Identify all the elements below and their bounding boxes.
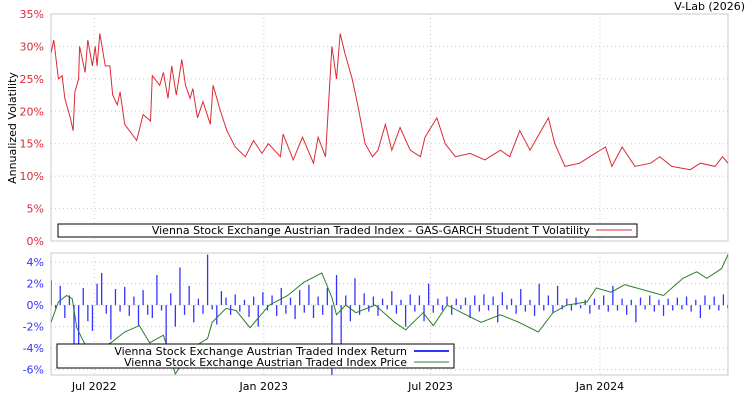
x-tick-label: Jan 2023: [239, 380, 288, 393]
y-tick-label: 0%: [27, 299, 44, 312]
y-tick-label: 4%: [27, 256, 44, 269]
legend-price-label: Vienna Stock Exchange Austrian Traded In…: [124, 356, 407, 369]
return-bars: [51, 254, 728, 375]
top-y-ticks: 0% 5% 10% 15% 20% 25% 30% 35%: [20, 8, 44, 248]
price-line: [51, 254, 728, 375]
bottom-legend: Vienna Stock Exchange Austrian Traded In…: [56, 343, 455, 369]
x-tick-label: Jul 2022: [71, 380, 117, 393]
bottom-plot-frame: [50, 252, 729, 376]
y-tick-label: 25%: [20, 73, 44, 86]
top-grid: [51, 14, 728, 241]
y-tick-label: 0%: [27, 235, 44, 248]
top-legend: Vienna Stock Exchange Austrian Traded In…: [57, 223, 638, 238]
y-tick-label: 2%: [27, 278, 44, 291]
y-tick-label: 15%: [20, 138, 44, 151]
source-label: V-Lab (2026): [674, 0, 745, 13]
bottom-grid: [51, 253, 728, 375]
y-tick-label: 20%: [20, 105, 44, 118]
y-tick-label: -6%: [23, 364, 44, 377]
y-tick-label: 5%: [27, 203, 44, 216]
y-axis-label: Annualized Volatility: [6, 72, 19, 184]
y-tick-label: -4%: [23, 342, 44, 355]
legend-return-label: Vienna Stock Exchange Austrian Traded In…: [114, 345, 407, 358]
x-tick-label: Jul 2023: [407, 380, 453, 393]
x-tick-label: Jan 2024: [575, 380, 624, 393]
y-tick-label: 10%: [20, 170, 44, 183]
y-tick-label: -2%: [23, 321, 44, 334]
top-plot-frame: [50, 13, 729, 242]
legend-volatility-label: Vienna Stock Exchange Austrian Traded In…: [152, 224, 591, 237]
y-tick-label: 30%: [20, 40, 44, 53]
y-tick-label: 35%: [20, 8, 44, 21]
x-ticks: Jul 2022 Jan 2023 Jul 2023 Jan 2024: [71, 380, 624, 393]
bottom-y-ticks: -6% -4% -2% 0% 2% 4%: [23, 256, 44, 376]
volatility-line: [51, 33, 728, 171]
